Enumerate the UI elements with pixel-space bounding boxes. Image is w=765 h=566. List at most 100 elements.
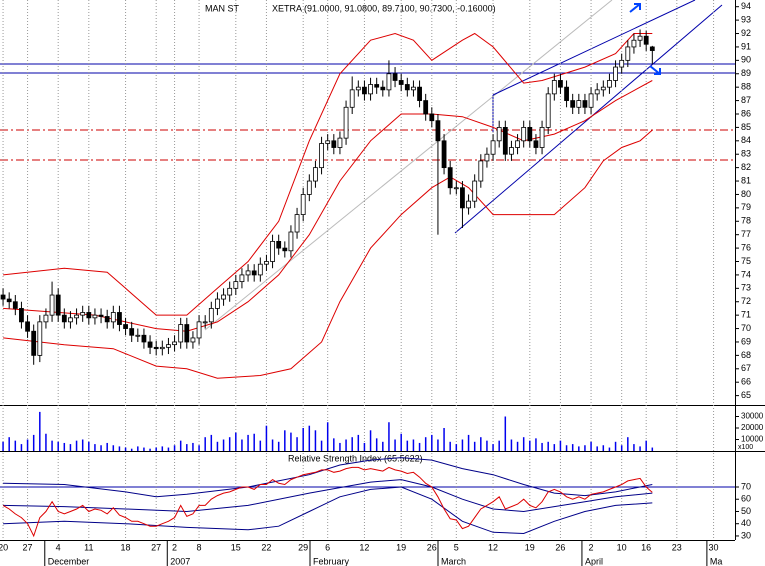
- candle-body: [31, 330, 37, 356]
- volume-bar: [553, 444, 556, 451]
- y-tick-label: 88: [741, 82, 751, 92]
- candle-body: [600, 86, 606, 91]
- candle-body: [245, 270, 251, 276]
- candle-body: [447, 167, 453, 189]
- volume-bar: [14, 440, 17, 451]
- y-tick-label: 77: [741, 229, 751, 239]
- x-tick-label: 23: [672, 542, 682, 552]
- volume-bar: [155, 447, 157, 451]
- volume-bar: [75, 440, 78, 451]
- volume-bar: [388, 422, 390, 451]
- volume-bar: [81, 439, 84, 451]
- candle-body: [386, 73, 392, 91]
- y-tick-label: 70: [741, 323, 751, 333]
- candle-body: [588, 93, 594, 108]
- candle-body: [98, 314, 104, 317]
- volume-bar: [277, 441, 280, 451]
- x-tick-label: 6: [325, 542, 330, 552]
- month-label: 2007: [170, 556, 190, 566]
- volume-bar: [516, 441, 519, 451]
- trend-line: [204, 0, 613, 331]
- volume-bar: [186, 444, 188, 451]
- volume-bar: [100, 445, 102, 451]
- x-tick-label: 22: [261, 542, 271, 552]
- candle-body: [61, 314, 67, 323]
- volume-bar: [235, 432, 237, 451]
- month-label: December: [48, 556, 90, 566]
- x-tick-label: 12: [359, 542, 369, 552]
- candle-body: [478, 160, 484, 182]
- candle-body: [362, 86, 367, 95]
- volume-bar: [498, 440, 500, 451]
- candle-body: [178, 324, 184, 343]
- candle-body: [215, 298, 220, 309]
- candle-body: [564, 86, 569, 101]
- volume-bar: [455, 444, 458, 451]
- volume-bar: [437, 439, 439, 451]
- candle-body: [527, 127, 533, 142]
- candle-body: [294, 214, 300, 233]
- candle-body: [37, 321, 43, 356]
- volume-bar: [486, 440, 488, 451]
- candle-body: [411, 86, 416, 91]
- candle-body: [190, 337, 196, 343]
- volume-bar: [510, 439, 513, 451]
- volume-bar: [461, 439, 464, 451]
- y-tick-label: 79: [741, 202, 751, 212]
- volume-bar: [149, 448, 151, 451]
- candle-body: [441, 140, 447, 169]
- volume-bar: [143, 447, 145, 451]
- indicator-line: [3, 486, 653, 535]
- volume-bar: [130, 448, 133, 451]
- y-tick-label: 89: [741, 68, 751, 78]
- candle-body: [117, 312, 122, 325]
- y-tick-label: 83: [741, 149, 751, 159]
- arrow-icon: [629, 3, 641, 13]
- candle-body: [12, 301, 18, 309]
- volume-bar: [522, 437, 525, 451]
- candle-body: [558, 80, 563, 88]
- candle-body: [172, 341, 177, 346]
- candle-body: [576, 100, 582, 108]
- volume-bar: [339, 442, 341, 451]
- candle-body: [92, 314, 98, 319]
- candle-body: [607, 80, 612, 88]
- candle-body: [453, 187, 459, 190]
- candle-body: [49, 294, 55, 316]
- candle-body: [0, 294, 6, 300]
- indicator-line: [3, 457, 653, 498]
- volume-bar: [216, 441, 219, 451]
- month-label: February: [313, 556, 350, 566]
- candle-body: [368, 84, 373, 95]
- x-tick-label: 5: [454, 542, 459, 552]
- candle-body: [380, 86, 386, 91]
- candle-body: [104, 316, 110, 323]
- volume-bar: [590, 441, 592, 451]
- candle-body: [637, 35, 643, 41]
- candle-body: [184, 324, 190, 343]
- y-tick-label: 10000: [741, 435, 764, 444]
- x-tick-label: 20: [0, 542, 8, 552]
- candle-body: [251, 270, 257, 276]
- volume-bar: [584, 445, 586, 451]
- volume-bar: [535, 438, 537, 451]
- x-tick-label: 4: [56, 542, 61, 552]
- volume-bar: [51, 440, 53, 451]
- candle-body: [6, 298, 12, 303]
- volume-bar: [633, 444, 635, 451]
- volume-bar: [400, 433, 402, 451]
- volume-bar: [198, 445, 200, 451]
- candle-body: [539, 127, 545, 148]
- volume-bar: [651, 447, 654, 451]
- volume-bar: [565, 445, 568, 451]
- candle-body: [159, 346, 165, 350]
- month-label: April: [585, 556, 603, 566]
- volume-bar: [253, 433, 255, 451]
- volume-bar: [124, 447, 127, 451]
- candle-body: [43, 314, 49, 323]
- candle-body: [19, 308, 24, 323]
- candle-body: [398, 80, 404, 85]
- volume-bar: [382, 441, 384, 451]
- volume-bar: [302, 428, 304, 451]
- candle-body: [484, 153, 490, 162]
